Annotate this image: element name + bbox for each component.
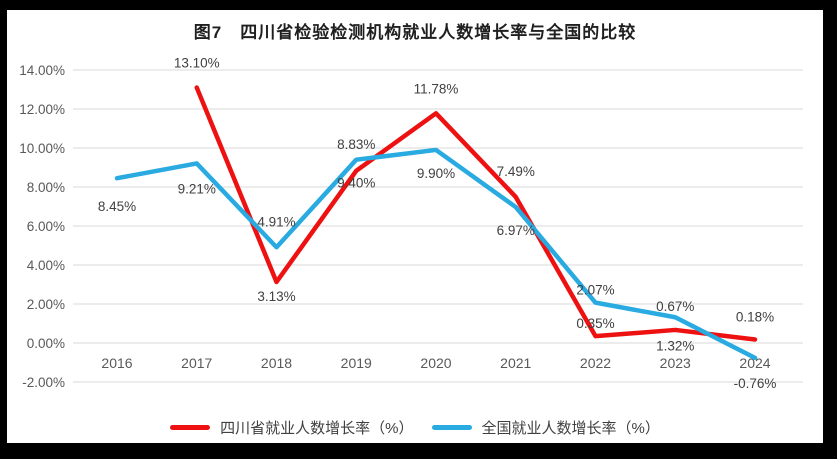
x-axis-tick-2018: 2018 [261, 355, 292, 371]
data-label-sichuan-2023: 0.67% [656, 299, 694, 314]
data-label-sichuan-2022: 0.35% [576, 316, 614, 331]
chart-title: 图7 四川省检验检测机构就业人数增长率与全国的比较 [193, 23, 637, 42]
data-label-national-2021: 6.97% [497, 223, 535, 238]
chart-legend: 四川省就业人数增长率（%） 全国就业人数增长率（%） [7, 417, 823, 438]
y-axis-tick: 14.00% [19, 63, 65, 78]
legend-item-sichuan: 四川省就业人数增长率（%） [170, 417, 414, 438]
legend-swatch-sichuan-line [170, 425, 211, 430]
y-axis-tick: 12.00% [19, 102, 65, 117]
y-axis-tick: 4.00% [27, 258, 65, 273]
data-label-national-2016: 8.45% [98, 199, 136, 214]
data-label-sichuan-2019: 8.83% [337, 137, 375, 152]
data-label-sichuan-2017: 13.10% [174, 56, 220, 71]
y-axis-tick: 0.00% [27, 336, 65, 351]
y-axis-tick: 10.00% [19, 141, 65, 156]
x-axis-tick-2017: 2017 [181, 355, 212, 371]
legend-label-sichuan: 四川省就业人数增长率（%） [220, 420, 414, 437]
data-label-sichuan-2024: 0.18% [736, 309, 774, 324]
data-label-sichuan-2020: 11.78% [414, 81, 459, 96]
x-axis-tick-2019: 2019 [341, 355, 372, 371]
data-label-national-2024: -0.76% [734, 376, 777, 391]
x-axis-tick-2021: 2021 [500, 355, 531, 371]
line-chart: 14.00% 12.00% 10.00% 8.00% 6.00% 4.00% 2.00% 0.… [19, 56, 803, 391]
data-label-national-2019: 9.40% [337, 176, 375, 191]
x-axis-tick-2024: 2024 [739, 355, 770, 371]
y-axis-tick: 2.00% [27, 297, 65, 312]
y-axis-tick: 8.00% [27, 180, 65, 195]
x-axis-tick-2020: 2020 [420, 355, 451, 371]
x-axis-tick-2023: 2023 [660, 355, 691, 371]
series-line-sichuan [194, 85, 758, 342]
data-label-national-2023: 1.32% [656, 338, 694, 353]
y-axis-tick: 6.00% [27, 219, 65, 234]
data-label-sichuan-2018: 3.13% [257, 289, 295, 304]
x-axis-tick-2022: 2022 [580, 355, 611, 371]
data-label-national-2020: 9.90% [417, 166, 455, 181]
series-line-national [114, 147, 758, 361]
data-label-national-2018: 4.91% [257, 214, 295, 229]
data-label-national-2017: 9.21% [178, 181, 216, 196]
data-label-sichuan-2021: 7.49% [497, 164, 535, 179]
y-axis-tick: -2.00% [22, 375, 65, 390]
legend-item-national: 全国就业人数增长率（%） [431, 417, 660, 438]
chart-area: 图7 四川省检验检测机构就业人数增长率与全国的比较 14.00% 12.00% 10… [7, 10, 823, 443]
data-label-national-2022: 2.07% [576, 283, 614, 298]
x-axis-tick-2016: 2016 [101, 355, 132, 371]
legend-swatch-national-line [431, 425, 472, 430]
legend-label-national: 全国就业人数增长率（%） [481, 420, 660, 437]
